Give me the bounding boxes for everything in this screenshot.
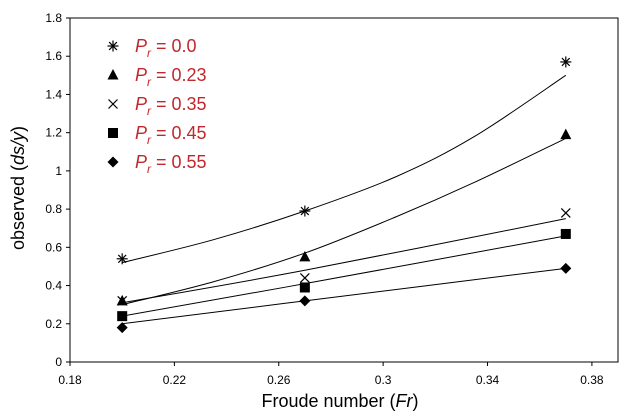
axes: 0 0.2 0.4 0.6 0.8 1 1.2 1.4 1.6 1.8 0.18 0.22 0.26 0.… [45, 11, 619, 387]
trendline-series-4 [122, 235, 566, 317]
data-point-series-1-2 [299, 205, 311, 217]
data-point-series-4-1 [117, 311, 128, 322]
legend-item-2: Pr = 0.23 [107, 65, 207, 89]
data-point-series-3-3 [560, 208, 571, 218]
legend-label-variable: P [135, 123, 147, 143]
legend-label-value: = 0.35 [151, 94, 207, 114]
legend-label: Pr = 0.0 [135, 36, 197, 60]
y-tick-label: 1.2 [45, 126, 62, 140]
y-tick-label: 0 [55, 355, 62, 369]
legend-label-value: = 0.23 [151, 65, 207, 85]
y-axis-title-prefix: observed ( [8, 165, 28, 250]
data-point-series-3-1 [117, 295, 128, 306]
data-point-series-2-2 [299, 250, 311, 262]
x-tick-label: 0.34 [476, 373, 500, 387]
legend-marker-asterisk [107, 40, 119, 52]
trendline-series-3 [122, 218, 566, 304]
y-tick-label: 0.2 [45, 317, 62, 331]
y-axis-title-suffix: ) [8, 126, 28, 132]
data-point-series-5-3 [560, 262, 572, 274]
x-tick-label: 0.26 [267, 373, 291, 387]
legend-marker-triangle [107, 69, 119, 80]
legend-item-3: Pr = 0.35 [108, 94, 207, 118]
data-point-series-4-3 [560, 228, 571, 239]
legend-label-variable: P [135, 36, 147, 56]
data-point-series-1-3 [560, 56, 572, 68]
legend-label: Pr = 0.55 [135, 152, 207, 176]
legend-label: Pr = 0.23 [135, 65, 207, 89]
legend-marker-square [108, 128, 118, 138]
legend-marker-x [108, 99, 118, 109]
y-tick-label: 1.4 [45, 87, 62, 101]
legend-label-value: = 0.45 [151, 123, 207, 143]
y-tick-label: 1.8 [45, 11, 62, 25]
legend-label: Pr = 0.35 [135, 94, 207, 118]
data-point-series-2-3 [560, 128, 572, 140]
y-tick-label: 0.6 [45, 240, 62, 254]
legend-label-subscript: r [147, 104, 152, 118]
legend-label-variable: P [135, 152, 147, 172]
trendline-series-1 [122, 74, 567, 264]
y-tick-label: 1.6 [45, 49, 62, 63]
y-tick-label: 0.8 [45, 202, 62, 216]
legend-label-variable: P [135, 94, 147, 114]
y-tick-label: 1 [55, 164, 62, 178]
plot-area-frame [69, 17, 619, 363]
y-axis-title-variable: ds/y [8, 131, 28, 165]
x-axis-title: Froude number (Fr) [261, 391, 418, 411]
legend-label-value: = 0.0 [151, 36, 197, 56]
trendlines [122, 74, 567, 325]
legend-item-1: Pr = 0.0 [107, 36, 197, 60]
legend-item-4: Pr = 0.45 [108, 123, 207, 147]
data-point-series-5-1 [116, 322, 128, 334]
x-axis-title-variable: Fr [396, 391, 414, 411]
x-tick-label: 0.38 [580, 373, 604, 387]
legend-marker-diamond [107, 156, 119, 168]
legend-label-subscript: r [147, 162, 152, 176]
trendline-series-2 [122, 137, 567, 306]
data-point-series-1-1 [116, 253, 128, 265]
legend-label-variable: P [135, 65, 147, 85]
y-axis-title: observed (ds/y) [8, 126, 28, 250]
legend-label-subscript: r [147, 133, 152, 147]
y-tick-label: 0.4 [45, 279, 62, 293]
legend-item-5: Pr = 0.55 [107, 152, 207, 176]
x-axis-title-suffix: ) [413, 391, 419, 411]
trendline-series-5 [122, 267, 566, 325]
data-markers [116, 56, 572, 334]
legend-label: Pr = 0.45 [135, 123, 207, 147]
x-tick-label: 0.3 [375, 373, 392, 387]
data-point-series-4-2 [299, 282, 310, 293]
x-tick-label: 0.18 [58, 373, 82, 387]
legend-label-subscript: r [147, 75, 152, 89]
legend-label-subscript: r [147, 46, 152, 60]
legend-label-value: = 0.55 [151, 152, 207, 172]
x-axis-title-prefix: Froude number ( [261, 391, 395, 411]
x-tick-label: 0.22 [163, 373, 187, 387]
data-point-series-5-2 [299, 295, 311, 307]
data-point-series-3-2 [299, 272, 310, 283]
